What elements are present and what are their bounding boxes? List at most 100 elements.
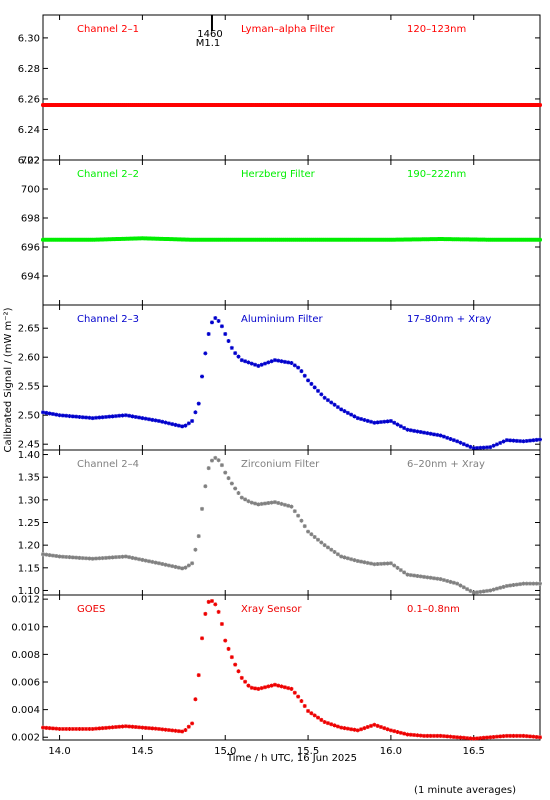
data-point xyxy=(97,415,102,420)
data-point xyxy=(107,414,112,419)
data-point xyxy=(369,419,374,424)
data-point xyxy=(196,673,201,678)
series-markers xyxy=(41,103,542,108)
data-point xyxy=(538,103,542,108)
data-point xyxy=(402,731,407,736)
data-point xyxy=(272,500,277,505)
data-point xyxy=(484,735,489,740)
data-point xyxy=(60,554,65,559)
data-point xyxy=(163,562,168,567)
data-point xyxy=(385,419,390,424)
data-point xyxy=(156,726,161,731)
data-point xyxy=(74,726,79,731)
y-tick-label: 0.006 xyxy=(11,678,40,689)
data-point xyxy=(481,445,486,450)
data-point xyxy=(418,430,423,435)
data-point xyxy=(448,436,453,441)
y-tick-label: 0.010 xyxy=(11,622,40,633)
data-point xyxy=(332,402,337,407)
data-point xyxy=(382,726,387,731)
data-point xyxy=(223,638,228,643)
data-point xyxy=(100,726,105,731)
y-tick-label: 2.55 xyxy=(18,382,40,393)
data-point xyxy=(166,421,171,426)
data-point xyxy=(243,497,248,502)
data-point xyxy=(362,417,367,422)
data-point xyxy=(296,513,301,518)
data-point xyxy=(183,728,188,733)
data-point xyxy=(137,557,142,562)
data-point xyxy=(50,412,55,417)
data-point xyxy=(130,724,135,729)
y-tick-label: 2.45 xyxy=(18,440,40,451)
panel-1: 6.22 6.24 6.26 6.28 6.30 Channel 2–1 Lyman–alp… xyxy=(18,14,542,167)
data-point xyxy=(332,723,337,728)
data-point xyxy=(193,697,198,702)
data-point xyxy=(514,438,519,443)
data-point xyxy=(249,361,254,366)
data-point xyxy=(176,565,181,570)
data-point xyxy=(279,684,284,689)
data-point xyxy=(120,724,125,729)
data-point xyxy=(87,415,92,420)
data-point xyxy=(538,735,542,740)
data-point xyxy=(186,724,191,729)
data-point xyxy=(140,725,145,730)
data-point xyxy=(491,443,496,448)
data-point xyxy=(322,543,327,548)
data-point xyxy=(461,442,466,447)
data-point xyxy=(388,561,393,566)
data-point xyxy=(219,622,224,626)
y-tick-label: 6.22 xyxy=(18,156,40,167)
data-point xyxy=(438,577,443,582)
panel-channel-label: GOES xyxy=(77,604,105,615)
data-point xyxy=(418,733,423,738)
data-point xyxy=(196,401,201,406)
panel-channel-label: Channel 2–2 xyxy=(77,169,139,180)
data-point xyxy=(316,715,321,720)
data-point xyxy=(94,726,99,731)
x-tick-label: 16.0 xyxy=(380,746,402,757)
data-point xyxy=(130,414,135,419)
data-point xyxy=(229,655,234,660)
data-point xyxy=(143,725,148,730)
data-point xyxy=(183,423,188,428)
data-point xyxy=(67,726,72,731)
data-point xyxy=(282,502,287,507)
panel-frame xyxy=(42,304,541,451)
data-point xyxy=(428,575,433,580)
data-point xyxy=(316,537,321,542)
data-point xyxy=(431,432,436,437)
data-point xyxy=(147,559,152,564)
data-point xyxy=(494,442,499,447)
data-point xyxy=(534,581,539,586)
data-point xyxy=(345,556,350,561)
data-point xyxy=(538,581,542,586)
data-point xyxy=(160,419,165,424)
data-point xyxy=(196,534,201,539)
data-point xyxy=(44,410,49,415)
data-point xyxy=(123,413,128,418)
data-point xyxy=(289,686,294,691)
data-point xyxy=(77,726,82,731)
data-point xyxy=(438,433,443,438)
data-point xyxy=(518,439,523,444)
data-point xyxy=(451,734,456,739)
data-point xyxy=(170,564,175,569)
data-point xyxy=(282,359,287,364)
data-point xyxy=(335,405,340,410)
data-point xyxy=(180,424,185,429)
data-point xyxy=(259,501,264,506)
data-point xyxy=(60,726,65,731)
y-tick-label: 1.20 xyxy=(18,541,40,552)
data-point xyxy=(504,733,509,738)
data-point xyxy=(77,414,82,419)
data-point xyxy=(213,455,218,460)
panel-2: 694 696 698 700 702 Channel 2–2 Herzberg Filte… xyxy=(21,156,542,306)
data-point xyxy=(219,324,224,329)
data-point xyxy=(325,721,330,726)
data-point xyxy=(392,420,397,425)
data-point xyxy=(395,729,400,734)
